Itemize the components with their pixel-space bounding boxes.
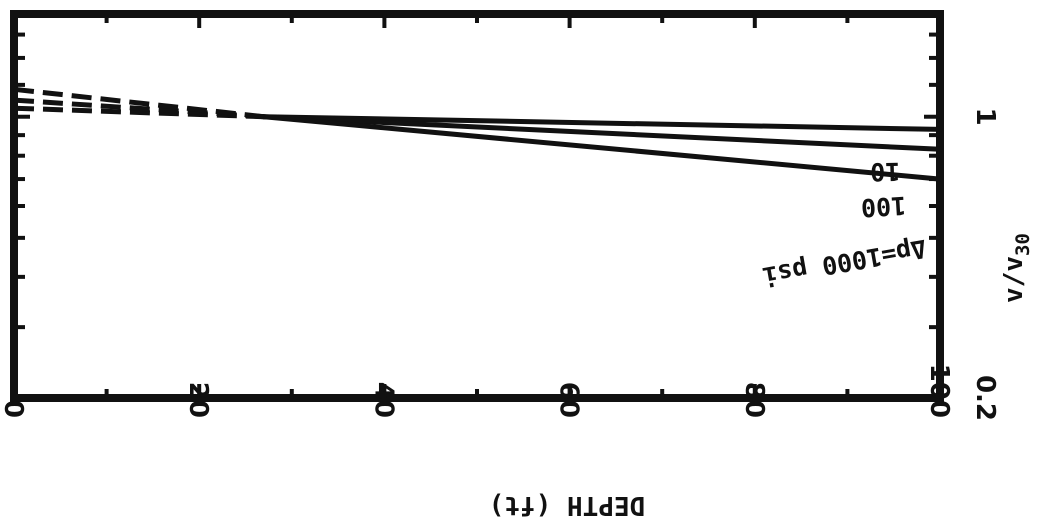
y-tick-label: 0.2 [970, 375, 1000, 421]
x-tick-label: 20 [183, 382, 213, 418]
x-tick-label: 40 [368, 382, 398, 418]
series-line [261, 114, 943, 182]
labels: 0 20 40 60 80 100 0.2 1 v/v30 DEPTH (ft) 10 100 Δp=1… [0, 108, 1034, 520]
ticks [12, 12, 942, 400]
y-axis-title-main: v/v [999, 256, 1029, 303]
plot-frame [10, 10, 944, 402]
x-tick-label: 100 [924, 364, 954, 418]
x-tick-label: 60 [554, 382, 584, 418]
y-tick-label: 1 [970, 108, 1000, 126]
y-axis-title-subscript: 30 [1012, 233, 1034, 256]
x-axis-title: DEPTH (ft) [489, 490, 646, 520]
x-tick-label: 80 [739, 382, 769, 418]
y-axis-title: v/v30 [999, 233, 1034, 303]
series-label: 10 [870, 157, 901, 187]
series-line [261, 114, 943, 152]
series-line-extrapolated [13, 86, 265, 120]
series-label: Δp=1000 psi [760, 234, 928, 291]
series-lines [13, 86, 943, 182]
series-label: 100 [860, 191, 907, 223]
series-line [261, 114, 943, 132]
x-tick-label: 0 [0, 400, 28, 418]
